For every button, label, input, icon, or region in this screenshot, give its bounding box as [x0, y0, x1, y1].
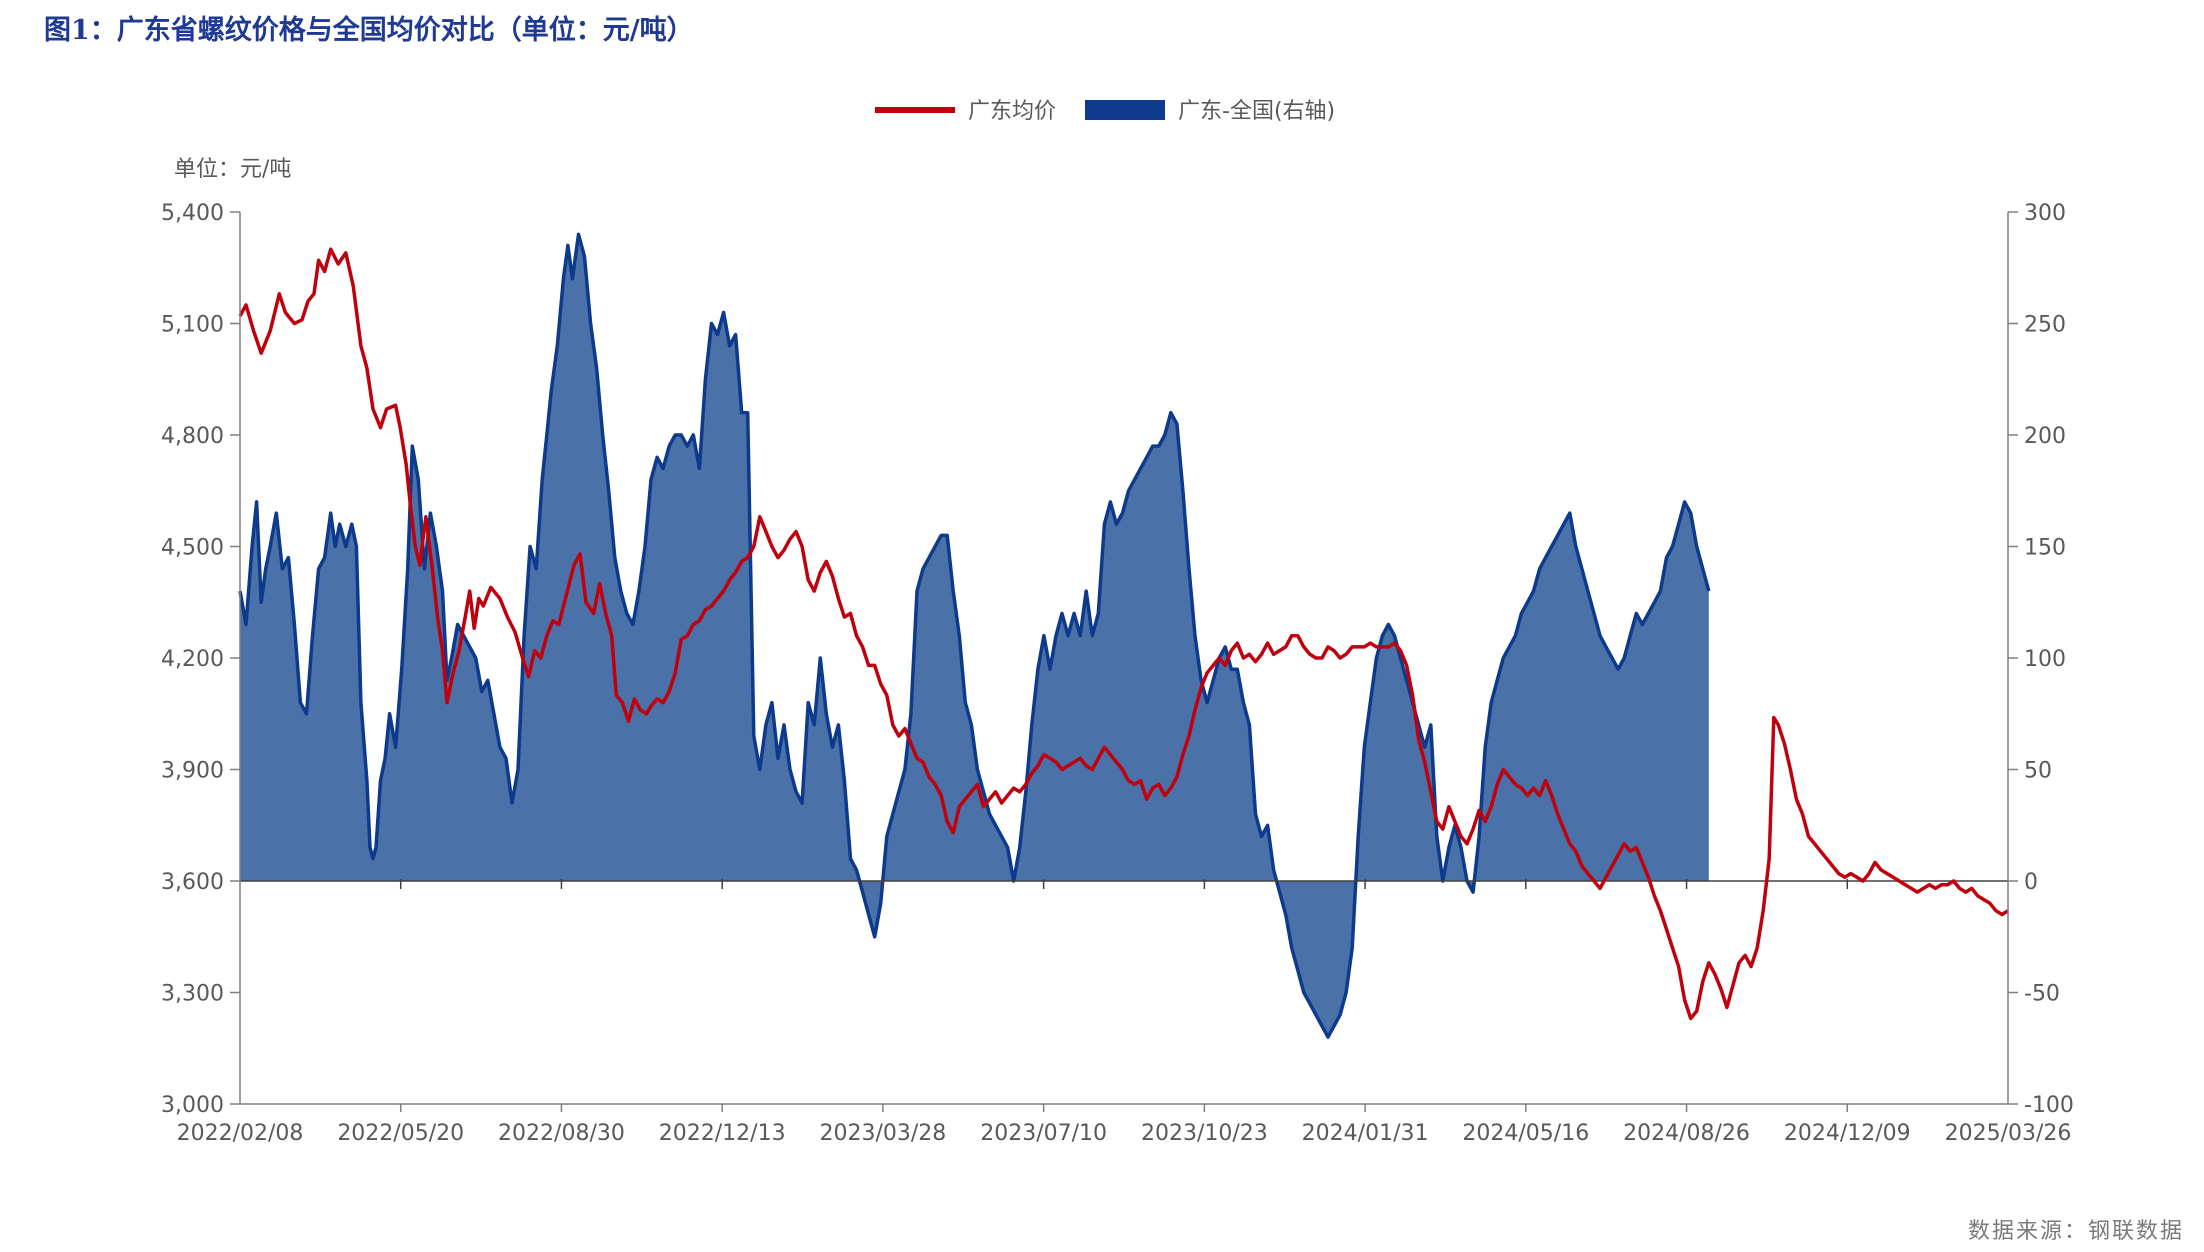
source-note: 数据来源：钢联数据 — [1967, 1219, 2184, 1244]
left-tick-label: 4,800 — [161, 424, 224, 449]
legend-label-diff: 广东-全国(右轴) — [1178, 99, 1335, 124]
guangdong-price-line — [238, 247, 2009, 1021]
x-tick-label: 2022/05/20 — [337, 1121, 464, 1146]
right-tick-label: -50 — [2024, 982, 2060, 1007]
right-tick-label: 0 — [2024, 870, 2038, 895]
left-tick-label: 3,900 — [161, 759, 224, 784]
left-axis-ticks: 3,000 3,300 3,600 3,900 4,200 4,500 4,800 5,100… — [161, 201, 240, 1118]
right-tick-label: 200 — [2024, 424, 2066, 449]
left-tick-label: 5,400 — [161, 201, 224, 226]
left-axis-unit: 单位：元/吨 — [174, 157, 291, 182]
x-tick-label: 2022/02/08 — [177, 1121, 304, 1146]
x-tick-label: 2025/03/26 — [1945, 1121, 2072, 1146]
right-tick-label: 100 — [2024, 647, 2066, 672]
x-axis-ticks: 2022/02/08 2022/05/20 2022/08/30 2022/12/13… — [177, 879, 2072, 1146]
x-tick-label: 2024/01/31 — [1302, 1121, 1429, 1146]
right-tick-label: 50 — [2024, 759, 2052, 784]
right-tick-label: -100 — [2024, 1093, 2074, 1118]
x-tick-label: 2024/05/16 — [1462, 1121, 1589, 1146]
x-tick-label: 2023/07/10 — [980, 1121, 1107, 1146]
left-tick-label: 4,500 — [161, 536, 224, 561]
left-tick-label: 3,600 — [161, 870, 224, 895]
x-tick-label: 2022/12/13 — [659, 1121, 786, 1146]
diff-area-outline — [238, 232, 1711, 1039]
right-tick-label: 300 — [2024, 201, 2066, 226]
left-tick-label: 3,000 — [161, 1093, 224, 1118]
right-tick-label: 250 — [2024, 313, 2066, 338]
x-tick-label: 2023/10/23 — [1141, 1121, 1268, 1146]
right-tick-label: 150 — [2024, 536, 2066, 561]
diff-area-series — [238, 232, 1711, 1039]
x-tick-label: 2023/03/28 — [820, 1121, 947, 1146]
legend-area-swatch — [1085, 100, 1165, 120]
legend-label-guangdong: 广东均价 — [968, 99, 1056, 124]
x-tick-label: 2024/08/26 — [1623, 1121, 1750, 1146]
x-tick-label: 2024/12/09 — [1784, 1121, 1911, 1146]
legend: 广东均价 广东-全国(右轴) — [875, 99, 1335, 124]
diff-area-fill — [240, 234, 1709, 1038]
chart-title: 图1：广东省螺纹价格与全国均价对比（单位：元/吨） — [44, 15, 694, 46]
right-axis-ticks: -100 -50 0 50 100 150 200 250 300 — [2008, 201, 2074, 1118]
left-tick-label: 5,100 — [161, 313, 224, 338]
x-tick-label: 2022/08/30 — [498, 1121, 625, 1146]
guangdong-line-series — [238, 247, 2009, 1021]
left-tick-label: 4,200 — [161, 647, 224, 672]
left-tick-label: 3,300 — [161, 982, 224, 1007]
